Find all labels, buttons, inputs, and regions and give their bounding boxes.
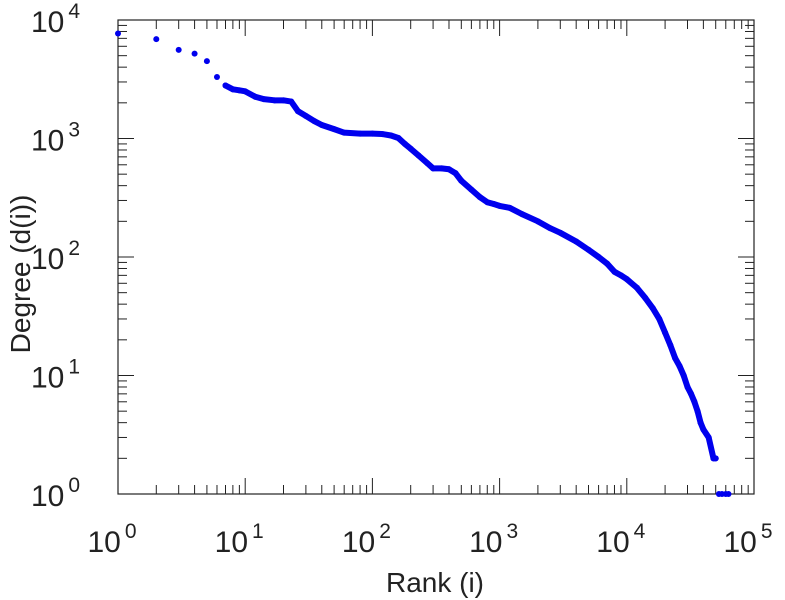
data-point [656, 315, 663, 322]
data-point [311, 118, 318, 125]
data-point [617, 272, 624, 279]
data-point [557, 229, 564, 236]
data-point [430, 165, 437, 172]
data-point [242, 88, 249, 95]
data-point [395, 134, 402, 141]
data-point [496, 202, 503, 209]
data-point [611, 268, 618, 275]
data-point [203, 58, 210, 65]
data-point [633, 284, 640, 291]
data-point [302, 112, 309, 119]
data-point [271, 97, 278, 104]
data-point [490, 201, 497, 208]
data-point [476, 194, 483, 201]
data-point [341, 129, 348, 136]
data-point [260, 96, 267, 103]
data-point [667, 342, 674, 349]
data-point [573, 238, 580, 245]
data-point [534, 218, 541, 225]
data-series-trail [222, 82, 719, 462]
data-point [331, 126, 338, 133]
y-axis-label: Degree (d(i)) [5, 195, 36, 354]
data-point [672, 355, 679, 362]
data-point [725, 491, 732, 497]
data-point [547, 225, 554, 232]
tick-marks [117, 19, 755, 495]
x-tick-label: 10 5 [723, 520, 772, 559]
data-point [676, 363, 683, 370]
data-point [585, 246, 592, 253]
data-point [694, 408, 701, 415]
data-point [115, 30, 121, 37]
data-point [236, 87, 243, 94]
y-tick-label: 10 3 [31, 119, 80, 158]
x-tick-label: 10 4 [596, 520, 645, 559]
y-tick-label: 10 2 [31, 237, 80, 276]
data-point [649, 305, 656, 312]
data-point [445, 166, 452, 173]
data-point [222, 82, 229, 89]
x-tick-label: 10 2 [342, 520, 391, 559]
data-point [379, 131, 386, 138]
data-point [252, 93, 259, 100]
data-point [229, 86, 236, 93]
plot-frame [117, 19, 755, 495]
data-point [318, 121, 325, 128]
data-point [369, 130, 376, 137]
data-point [175, 46, 182, 53]
data-point [691, 398, 698, 405]
data-point [213, 74, 220, 81]
data-point [688, 390, 695, 397]
data-point [684, 383, 691, 390]
y-tick-label: 10 1 [31, 356, 80, 395]
data-point [623, 276, 630, 283]
data-point [697, 419, 704, 426]
data-point [604, 260, 611, 267]
data-point [357, 130, 364, 137]
data-point [415, 152, 422, 159]
data-point [452, 170, 459, 177]
data-point [484, 199, 491, 206]
data-point [191, 50, 198, 57]
y-tick-label: 10 4 [31, 0, 80, 39]
data-points [115, 30, 732, 497]
data-point [518, 211, 525, 218]
data-point [153, 36, 160, 43]
data-point [700, 426, 707, 433]
data-point [387, 132, 394, 139]
tick-labels: 10 0 10 1 10 2 10 3 10 4 10 5 10 0 10 1 10 2 10 3 10 4 [31, 0, 773, 559]
data-point [595, 254, 602, 260]
x-tick-label: 10 1 [215, 520, 264, 559]
data-point [280, 97, 287, 104]
data-point [424, 160, 431, 167]
data-point [401, 140, 408, 147]
data-point [712, 455, 719, 462]
data-point [407, 145, 414, 152]
data-point [438, 165, 445, 172]
data-point [506, 204, 513, 211]
data-point [458, 177, 465, 184]
data-point [468, 186, 475, 193]
data-point [642, 295, 649, 302]
data-point [294, 108, 301, 115]
data-point [662, 329, 669, 336]
x-axis-label: Rank (i) [386, 567, 484, 598]
data-point [288, 98, 295, 105]
x-tick-label: 10 0 [87, 520, 136, 559]
y-tick-label: 10 0 [31, 474, 80, 513]
x-tick-label: 10 3 [469, 520, 518, 559]
data-point [705, 434, 712, 441]
data-point [680, 372, 687, 379]
plot-border [117, 19, 755, 495]
